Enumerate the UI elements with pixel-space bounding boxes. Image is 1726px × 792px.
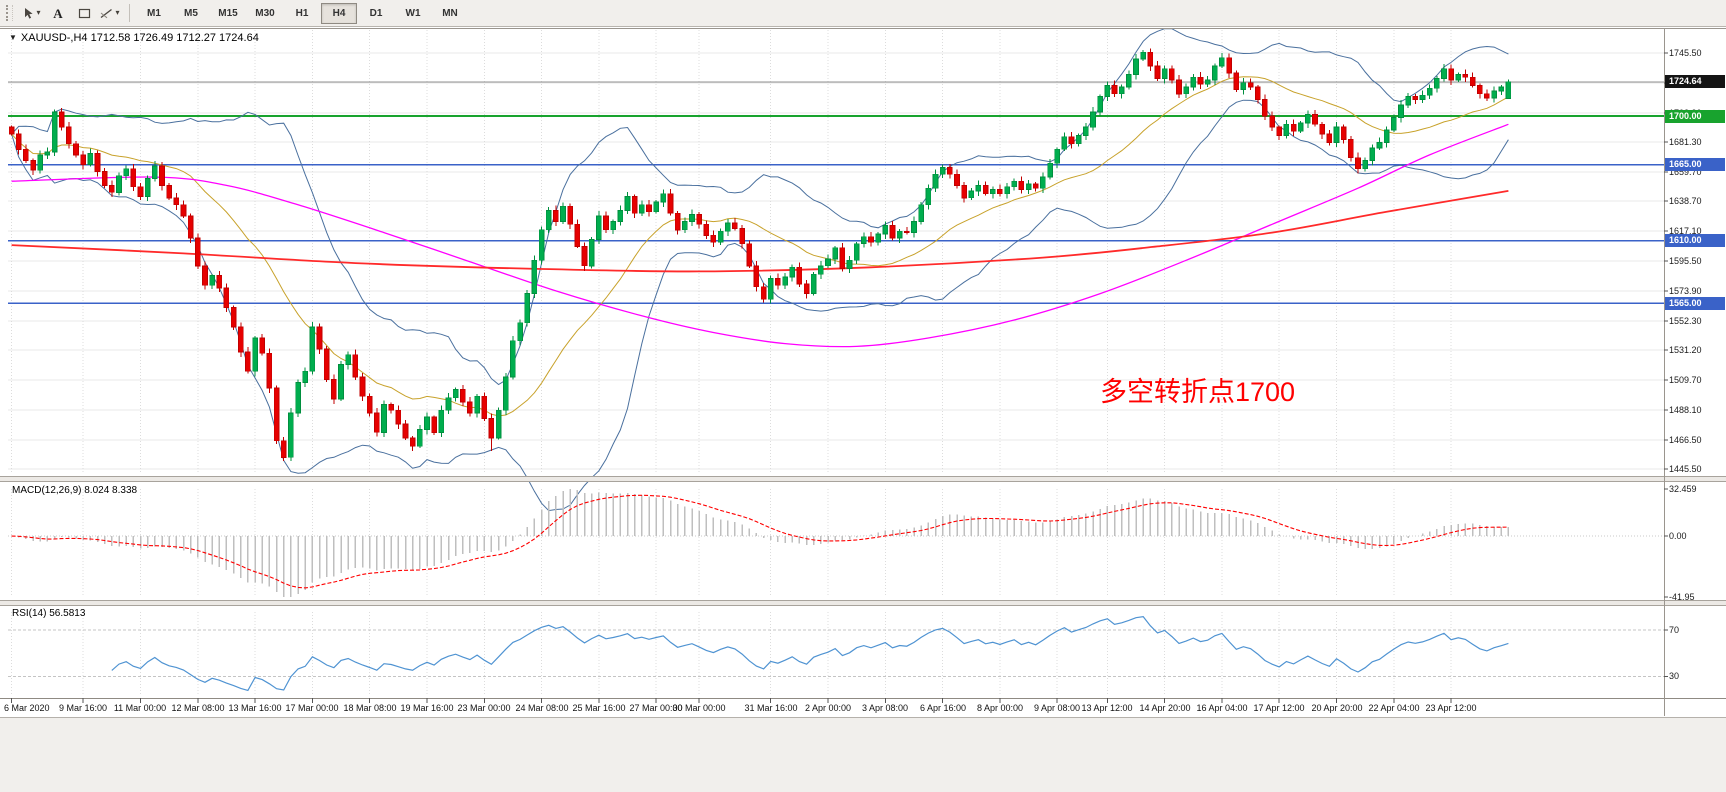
timeframe-button-m30[interactable]: M30	[255, 7, 275, 19]
line-tool-button[interactable]: ▾	[97, 3, 123, 23]
rsi-level-lines	[8, 629, 1664, 677]
rsi-level-label: 70	[1669, 625, 1680, 635]
timeframe-button-w1[interactable]: W1	[405, 7, 421, 19]
macd-signal-line	[11, 494, 1509, 589]
time-axis-label: 6 Mar 2020	[4, 703, 50, 713]
price-tick-label: 1488.10	[1669, 405, 1702, 415]
rectangle-icon	[78, 8, 90, 18]
level-price-tag-1610.00: 1610.00	[1665, 234, 1725, 247]
rectangle-tool-button[interactable]	[71, 3, 97, 23]
time-axis[interactable]: 6 Mar 2020 9 Mar 16:00 11 Mar 00:00 12 Mar …	[0, 698, 1726, 716]
timeframe-button-h1[interactable]: H1	[295, 7, 309, 19]
window-bottom-area	[0, 717, 1726, 792]
time-axis-label: 17 Mar 00:00	[285, 703, 339, 713]
price-tick-label: 1617.10	[1669, 226, 1702, 236]
time-axis-label: 9 Mar 16:00	[58, 703, 108, 713]
macd-tick-label: 0.00	[1669, 531, 1687, 541]
time-axis-label: 14 Apr 20:00	[1139, 703, 1191, 713]
time-axis-label: 11 Mar 00:00	[113, 703, 167, 713]
time-axis-label: 13 Apr 12:00	[1081, 703, 1133, 713]
price-tick-label: 1552.30	[1669, 316, 1702, 326]
time-axis-label: 17 Apr 12:00	[1253, 703, 1305, 713]
timeframe-button-h4[interactable]: H4	[321, 2, 357, 24]
toolbar-grip[interactable]	[6, 5, 13, 21]
current-price-tag: 1724.64	[1665, 75, 1725, 88]
price-tick-label: 1445.50	[1669, 464, 1702, 474]
horizontal-level-lines	[8, 81, 1664, 305]
time-axis-label: 22 Apr 04:00	[1368, 703, 1420, 713]
macd-tick-label: 32.459	[1669, 484, 1697, 494]
rsi-indicator-label: RSI(14) 56.5813	[12, 608, 86, 619]
trendline-icon	[101, 8, 113, 18]
chart-menu-icon[interactable]: ▼	[9, 33, 17, 42]
price-tick-label: 1681.30	[1669, 137, 1702, 147]
cursor-icon	[25, 7, 34, 19]
time-axis-label: 8 Apr 00:00	[976, 703, 1024, 713]
macd-indicator-label: MACD(12,26,9) 8.024 8.338	[12, 485, 138, 496]
time-axis-label: 3 Apr 08:00	[861, 703, 909, 713]
price-tick-label: 1595.50	[1669, 256, 1702, 266]
overlay-indicator-lines	[11, 28, 1509, 512]
cursor-tool-button[interactable]: ▾	[19, 3, 45, 23]
price-tick-label: 1531.20	[1669, 345, 1702, 355]
timeframe-button-m15[interactable]: M15	[218, 7, 238, 19]
timeframe-bar: M1 M5 M15 M30 H1 H4 D1 W1 MN	[136, 2, 468, 24]
time-axis-label: 20 Apr 20:00	[1311, 703, 1363, 713]
timeframe-button-m5[interactable]: M5	[184, 7, 198, 19]
price-axis[interactable]: 1745.501723.901702.301681.301659.701638.…	[1664, 0, 1726, 716]
macd-histogram	[17, 489, 1510, 597]
timeframe-button-d1[interactable]: D1	[369, 7, 383, 19]
rsi-line	[111, 615, 1509, 692]
time-axis-label: 16 Apr 04:00	[1196, 703, 1248, 713]
chevron-down-icon: ▾	[36, 8, 41, 17]
gridlines	[8, 30, 1664, 695]
price-tick-label: 1659.70	[1669, 167, 1702, 177]
time-axis-label: 6 Apr 16:00	[919, 703, 967, 713]
time-axis-label: 23 Mar 00:00	[457, 703, 511, 713]
time-axis-label: 30 Mar 00:00	[672, 703, 726, 713]
price-tick-label: 1573.90	[1669, 286, 1702, 296]
time-axis-label: 27 Mar 00:00	[629, 703, 683, 713]
text-tool-icon: A	[53, 5, 63, 21]
time-axis-label: 24 Mar 08:00	[515, 703, 569, 713]
timeframe-button-m1[interactable]: M1	[147, 7, 161, 19]
chart-title: XAUUSD-,H4 1712.58 1726.49 1712.27 1724.…	[20, 32, 259, 44]
time-axis-label: 2 Apr 00:00	[804, 703, 852, 713]
chevron-down-icon: ▾	[115, 8, 120, 17]
text-tool-button[interactable]: A	[45, 3, 71, 23]
time-axis-label: 12 Mar 08:00	[171, 703, 225, 713]
chart-header: ▼ XAUUSD-,H4 1712.58 1726.49 1712.27 1724…	[9, 32, 259, 44]
candlestick-series	[8, 48, 1512, 462]
time-axis-label: 19 Mar 16:00	[400, 703, 454, 713]
macd-tick-label: -41.95	[1669, 592, 1695, 602]
time-axis-label: 23 Apr 12:00	[1425, 703, 1477, 713]
time-axis-label: 25 Mar 16:00	[572, 703, 626, 713]
chart-toolbar: ▾ A ▾ M1 M5 M15 M30 H1 H4 D1 W1 MN	[0, 0, 1726, 27]
price-tick-label: 1638.70	[1669, 196, 1702, 206]
time-axis-label: 9 Apr 08:00	[1033, 703, 1081, 713]
time-axis-label: 13 Mar 16:00	[228, 703, 282, 713]
chart-annotation-text: 多空转折点1700	[1100, 377, 1296, 407]
time-axis-label: 31 Mar 16:00	[744, 703, 798, 713]
timeframe-button-mn[interactable]: MN	[442, 7, 458, 19]
price-tick-label: 1509.70	[1669, 375, 1702, 385]
rsi-level-label: 30	[1669, 671, 1680, 681]
level-price-tag-1665.00: 1665.00	[1665, 158, 1725, 171]
price-tick-label: 1745.50	[1669, 48, 1702, 58]
toolbar-separator	[129, 4, 130, 22]
level-price-tag-1565.00: 1565.00	[1665, 297, 1725, 310]
price-tick-label: 1466.50	[1669, 435, 1702, 445]
level-price-tag-1700.00: 1700.00	[1665, 110, 1725, 123]
time-axis-label: 18 Mar 08:00	[343, 703, 397, 713]
panel-frames	[0, 28, 1726, 716]
